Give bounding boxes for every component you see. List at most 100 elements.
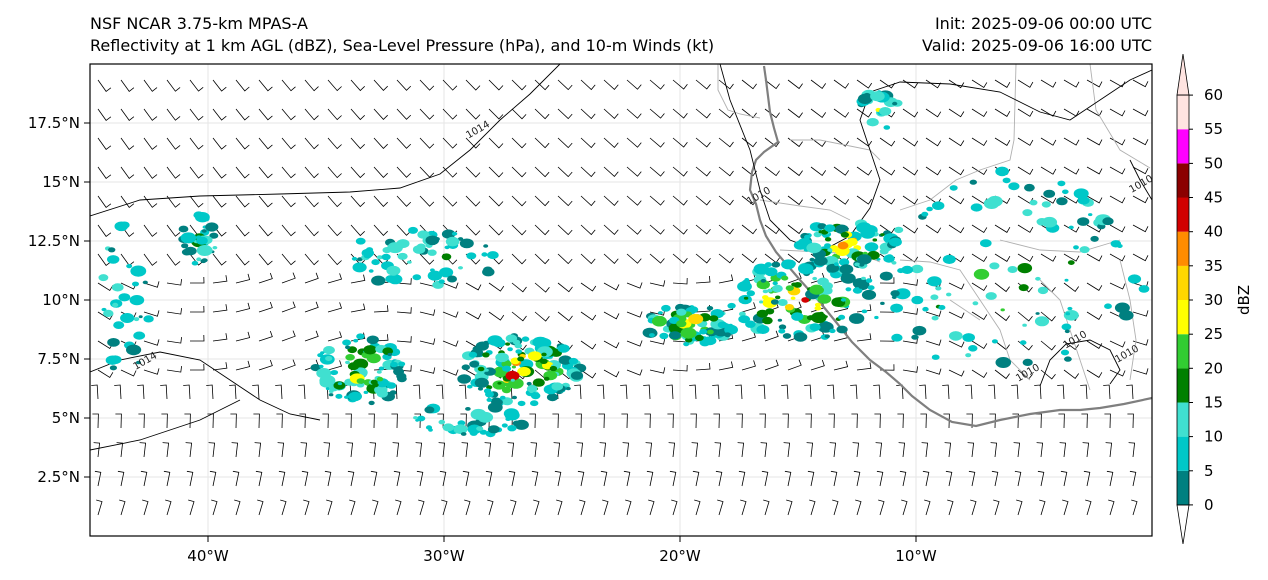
reflectivity-cell [772,284,783,293]
reflectivity-cell [345,354,355,361]
reflectivity-cell [557,344,570,353]
reflectivity-cell [888,237,902,247]
reflectivity-cell [863,92,871,99]
reflectivity-cell [985,292,997,300]
reflectivity-cell [651,315,667,327]
reflectivity-cell [371,259,380,266]
reflectivity-cell [378,366,385,371]
reflectivity-cell [688,313,704,325]
reflectivity-cell [348,393,354,398]
reflectivity-cell [427,249,437,256]
reflectivity-cell [1063,310,1079,321]
reflectivity-cell [1000,308,1005,312]
reflectivity-cells [98,89,1150,438]
colorbar-segment [1177,402,1189,437]
reflectivity-cell [178,225,189,233]
reflectivity-cell [935,286,942,291]
reflectivity-cell [133,317,140,322]
reflectivity-cell [505,334,518,343]
reflectivity-cell [486,385,493,390]
reflectivity-cell [366,335,379,345]
reflectivity-cell [376,376,384,382]
reflectivity-cell [824,224,836,232]
reflectivity-cell [368,269,374,273]
reflectivity-cell [501,397,513,406]
reflectivity-cell [962,333,975,342]
reflectivity-cell [453,424,468,435]
lat-tick-label: 10°N [42,291,80,309]
colorbar-segment [1177,470,1189,505]
reflectivity-cell [107,255,120,264]
reflectivity-cell [494,336,501,341]
reflectivity-cell [376,389,388,398]
reflectivity-cell [442,423,454,432]
reflectivity-cell [1127,274,1142,284]
reflectivity-cell [831,271,841,278]
reflectivity-cell [353,338,359,343]
reflectivity-cell [333,381,346,390]
reflectivity-cell [756,325,770,334]
reflectivity-cell [568,357,579,365]
reflectivity-cell [824,243,831,249]
reflectivity-cell [318,364,324,369]
reflectivity-cell [193,211,204,219]
reflectivity-cell [942,254,956,264]
reflectivity-cell [1060,349,1070,356]
reflectivity-cell [118,293,131,302]
reflectivity-cell [782,333,792,339]
reflectivity-cell [200,259,207,264]
reflectivity-cell [676,320,687,328]
reflectivity-cell [861,289,877,300]
colorbar-extend-min [1176,504,1190,545]
reflectivity-cell [968,345,978,352]
reflectivity-cell [784,259,796,268]
colorbar-segment [1177,231,1189,266]
reflectivity-cell [894,226,904,234]
reflectivity-cell [345,345,351,350]
lon-tick-label: 20°W [659,547,701,565]
reflectivity-cell [785,285,794,291]
lat-tick-label: 17.5°N [28,114,80,132]
reflectivity-cell [775,295,781,300]
reflectivity-cell [1064,329,1070,334]
reflectivity-cell [120,313,135,323]
reflectivity-cell [762,289,769,294]
reflectivity-cell [840,298,847,302]
reflectivity-cell [762,295,769,300]
colorbar-tick-label: 5 [1204,462,1214,480]
reflectivity-cell [699,338,711,347]
reflectivity-cell [501,360,512,368]
lat-tick-label: 5°N [52,409,80,427]
reflectivity-cell [328,393,334,397]
reflectivity-cell [858,285,864,289]
reflectivity-cell [1029,199,1038,206]
reflectivity-cell [834,262,839,267]
reflectivity-cell [492,380,506,390]
reflectivity-cell [819,311,824,315]
reflectivity-cell [838,258,850,266]
reflectivity-cell [891,333,903,342]
reflectivity-cell [465,407,471,411]
reflectivity-cell [101,307,107,312]
reflectivity-cell [737,281,752,292]
reflectivity-cell [477,387,484,391]
reflectivity-cell [447,275,457,283]
reflectivity-cell [760,278,767,283]
reflectivity-cell [181,243,189,249]
reflectivity-cell [728,323,733,327]
reflectivity-cell [949,185,958,191]
reflectivity-cell [457,374,472,384]
reflectivity-cell [1067,306,1073,311]
reflectivity-cell [860,228,876,239]
reflectivity-cell [371,275,386,286]
reflectivity-cell [743,296,749,300]
reflectivity-cell [459,238,474,249]
reflectivity-cell [829,328,836,334]
reflectivity-cell [970,203,983,212]
reflectivity-cell [1064,278,1069,282]
reflectivity-cell [657,311,663,315]
reflectivity-cell [867,285,875,291]
reflectivity-cell [922,306,929,312]
reflectivity-cell [973,268,990,280]
reflectivity-cell [771,261,781,268]
